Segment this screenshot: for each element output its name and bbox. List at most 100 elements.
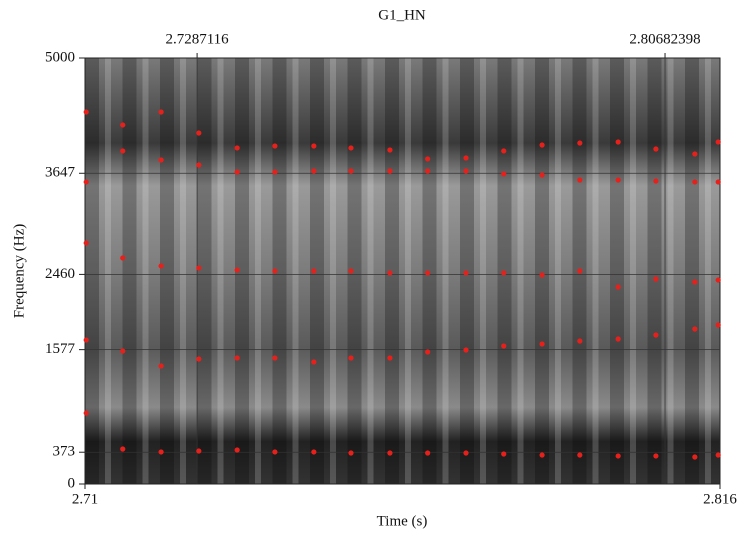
formant-point [539,272,545,278]
y-tick-label: 373 [53,444,76,460]
formant-point [272,143,278,149]
y-tick-label: 3647 [45,165,76,181]
formant-point [463,347,469,353]
formant-point [577,140,583,146]
formant-point [387,168,393,174]
formant-point [692,326,698,332]
formant-point [234,267,240,273]
formant-point [577,452,583,458]
formant-point [501,343,507,349]
formant-point [425,156,431,162]
formant-point [615,453,621,459]
formant-point [715,179,721,185]
formant-point [615,336,621,342]
formant-point [158,263,164,269]
formant-point [653,453,659,459]
formant-point [715,277,721,283]
formant-point [692,279,698,285]
formant-point [539,142,545,148]
formant-point [196,162,202,168]
formant-point [348,450,354,456]
formant-point [83,337,89,343]
formant-point [196,265,202,271]
formant-point [615,139,621,145]
formant-point [425,270,431,276]
formant-point [196,448,202,454]
formant-point [715,452,721,458]
formant-point [501,451,507,457]
formant-point [539,341,545,347]
chart-title: G1_HN [378,7,426,23]
formant-point [311,143,317,149]
formant-point [158,449,164,455]
formant-point [501,171,507,177]
formant-point [715,322,721,328]
y-tick-label: 1577 [45,341,76,357]
formant-point [615,177,621,183]
formant-point [196,356,202,362]
formant-point [120,255,126,261]
formant-point [501,148,507,154]
formant-point [463,155,469,161]
formant-point [577,338,583,344]
x-axis-label: Time (s) [377,513,428,529]
y-tick-label: 0 [68,475,76,491]
x-tick-label: 2.816 [703,491,737,507]
formant-point [653,146,659,152]
formant-point [539,452,545,458]
formant-point [539,172,545,178]
formant-point [425,450,431,456]
formant-point [83,109,89,115]
formant-point [653,276,659,282]
y-axis-label: Frequency (Hz) [11,224,27,319]
formant-point [234,447,240,453]
y-tick-label: 5000 [45,49,75,65]
formant-point [158,157,164,163]
formant-point [311,168,317,174]
formant-point [692,179,698,185]
formant-point [387,450,393,456]
formant-point [653,178,659,184]
formant-point [234,355,240,361]
x-tick-label: 2.71 [72,491,98,507]
formant-point [348,355,354,361]
formant-point [311,268,317,274]
formant-point [311,449,317,455]
y-tick-label: 2460 [45,266,75,282]
formant-point [501,270,507,276]
formant-point [425,168,431,174]
formant-point [348,145,354,151]
formant-point [692,151,698,157]
formant-point [348,268,354,274]
formant-point [615,284,621,290]
formant-point [83,179,89,185]
formant-point [692,454,698,460]
top-x-tick-label: 2.7287116 [165,31,229,47]
formant-point [272,169,278,175]
formant-point [311,359,317,365]
formant-point [120,148,126,154]
formant-point [387,147,393,153]
formant-point [120,348,126,354]
formant-point [196,130,202,136]
formant-point [577,268,583,274]
formant-point [387,355,393,361]
formant-point [577,177,583,183]
plot-frame [84,57,721,485]
formant-point [272,355,278,361]
formant-point [653,332,659,338]
spectrogram-texture [85,58,720,484]
formant-point [120,122,126,128]
formant-point [158,109,164,115]
formant-point [158,363,164,369]
formant-point [83,240,89,246]
formant-point [387,270,393,276]
formant-point [272,268,278,274]
formant-point [463,168,469,174]
formant-point [463,450,469,456]
formant-point [120,446,126,452]
top-x-tick-label: 2.80682398 [629,31,700,47]
formant-point [425,349,431,355]
formant-point [715,139,721,145]
